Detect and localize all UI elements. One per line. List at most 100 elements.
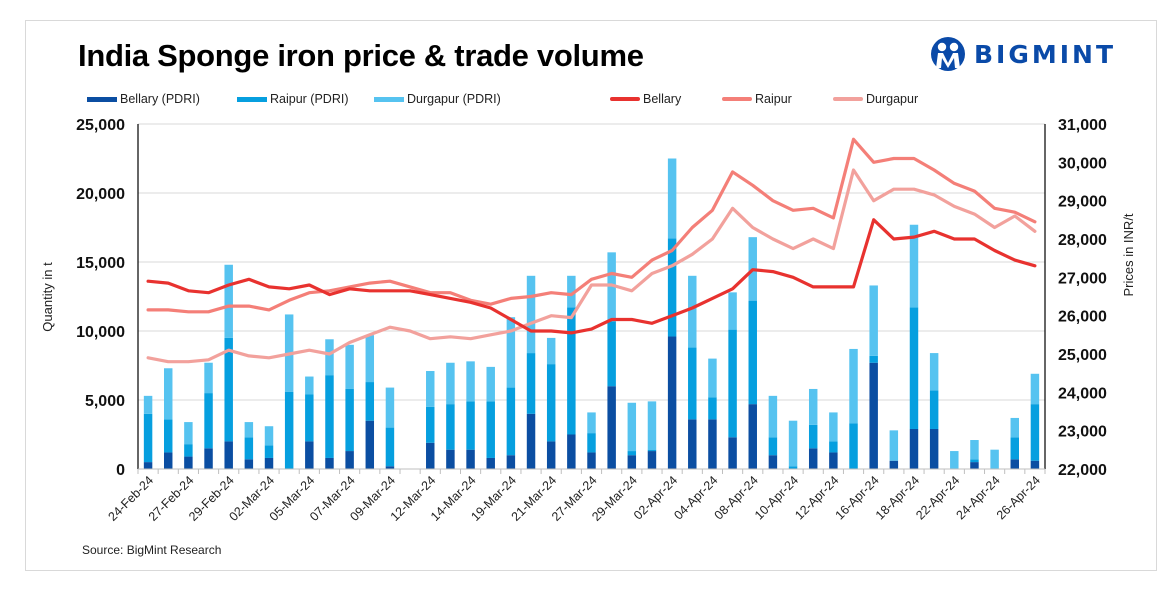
bar-durgapur-pdri: [808, 388, 818, 425]
chart-legend: Bellary (PDRI) Raipur (PDRI) Durgapur (P…: [0, 92, 1176, 108]
bar-bellary-pdri: [909, 428, 919, 469]
line-durgapur: [146, 168, 1037, 364]
legend-item-bellary-pdri: Bellary (PDRI): [87, 92, 200, 106]
y2-tick-label: 28,000: [1058, 232, 1107, 249]
bar-raipur-pdri: [909, 307, 919, 429]
bar-raipur-pdri: [466, 401, 475, 450]
bar-raipur-pdri: [788, 466, 798, 469]
legend-label: Bellary (PDRI): [120, 92, 200, 106]
bar-durgapur-pdri: [768, 395, 778, 438]
y-tick-label: 0: [116, 462, 125, 479]
legend-swatch: [722, 97, 752, 101]
bar-bellary-pdri: [748, 404, 757, 469]
bar-durgapur-pdri: [325, 339, 334, 376]
bar-durgapur-pdri: [667, 158, 677, 239]
chart-title: India Sponge iron price & trade volume: [78, 38, 644, 73]
bar-durgapur-pdri: [970, 440, 979, 460]
bar-raipur-pdri: [305, 394, 314, 442]
bar-durgapur-pdri: [184, 422, 193, 445]
y-tick-label: 15,000: [76, 255, 125, 272]
legend-item-durgapur: Durgapur: [833, 92, 918, 106]
bar-series: [143, 158, 1040, 469]
bar-raipur-pdri: [808, 424, 818, 449]
bar-raipur-pdri: [587, 433, 596, 453]
bar-durgapur-pdri: [466, 361, 475, 402]
legend-item-raipur: Raipur: [722, 92, 792, 106]
bar-bellary-pdri: [607, 386, 616, 469]
bar-bellary-pdri: [1010, 459, 1019, 469]
bar-raipur-pdri: [143, 413, 153, 463]
bar-durgapur-pdri: [365, 335, 375, 383]
bar-bellary-pdri: [446, 449, 455, 469]
y2-tick-label: 31,000: [1058, 117, 1107, 134]
legend-item-bellary: Bellary: [610, 92, 681, 106]
legend-swatch: [374, 96, 404, 102]
bar-bellary-pdri: [627, 455, 637, 469]
y-axis-label: Quantity in t: [40, 262, 55, 332]
bar-raipur-pdri: [546, 364, 556, 442]
legend-label: Raipur (PDRI): [270, 92, 349, 106]
bar-bellary-pdri: [486, 457, 495, 469]
bar-raipur-pdri: [426, 406, 435, 443]
legend-item-raipur-pdri: Raipur (PDRI): [237, 92, 349, 106]
bar-raipur-pdri: [365, 382, 375, 421]
bar-durgapur-pdri: [244, 422, 254, 438]
bar-bellary-pdri: [688, 419, 697, 469]
bar-bellary-pdri: [224, 441, 233, 469]
bar-bellary-pdri: [264, 457, 274, 469]
y-tick-label: 20,000: [76, 186, 125, 203]
bar-bellary-pdri: [768, 455, 778, 469]
y2-tick-label: 24,000: [1058, 385, 1107, 402]
bar-durgapur-pdri: [909, 224, 919, 308]
bar-durgapur-pdri: [647, 401, 657, 450]
bar-raipur-pdri: [1010, 437, 1019, 460]
y2-tick-label: 22,000: [1058, 462, 1107, 479]
bar-raipur-pdri: [869, 355, 878, 363]
bar-durgapur-pdri: [869, 285, 878, 356]
bar-bellary-pdri: [808, 448, 818, 469]
y2-tick-label: 23,000: [1058, 424, 1107, 441]
bar-durgapur-pdri: [224, 264, 233, 338]
bar-raipur-pdri: [688, 347, 697, 420]
bar-durgapur-pdri: [1030, 373, 1040, 405]
bar-durgapur-pdri: [506, 317, 516, 388]
bar-durgapur-pdri: [829, 412, 838, 442]
bar-durgapur-pdri: [1010, 417, 1019, 438]
bar-raipur-pdri: [325, 375, 334, 458]
bar-durgapur-pdri: [990, 449, 999, 469]
source-note: Source: BigMint Research: [82, 543, 222, 557]
bar-durgapur-pdri: [546, 337, 556, 365]
bar-raipur-pdri: [284, 391, 294, 469]
bar-bellary-pdri: [426, 442, 435, 469]
bar-durgapur-pdri: [264, 426, 274, 446]
bar-raipur-pdri: [607, 321, 616, 387]
bar-bellary-pdri: [506, 455, 516, 469]
bar-durgapur-pdri: [849, 348, 858, 424]
bar-bellary-pdri: [385, 466, 395, 469]
bar-raipur-pdri: [506, 387, 516, 456]
bar-raipur-pdri: [929, 390, 939, 429]
bar-raipur-pdri: [244, 437, 254, 460]
bar-bellary-pdri: [143, 462, 153, 469]
bar-bellary-pdri: [204, 448, 213, 469]
bar-durgapur-pdri: [164, 368, 173, 420]
bar-bellary-pdri: [889, 460, 899, 469]
bar-bellary-pdri: [567, 434, 576, 469]
y2-tick-label: 25,000: [1058, 347, 1107, 364]
bar-raipur-pdri: [970, 459, 979, 463]
bigmint-logo-icon: [931, 37, 965, 71]
bar-raipur-pdri: [647, 449, 657, 452]
bar-bellary-pdri: [365, 420, 375, 469]
bar-bellary-pdri: [345, 451, 354, 469]
bar-durgapur-pdri: [688, 275, 697, 348]
bar-raipur-pdri: [748, 300, 757, 405]
bar-bellary-pdri: [244, 459, 254, 469]
bar-durgapur-pdri: [345, 344, 354, 389]
bar-durgapur-pdri: [204, 362, 213, 394]
bar-bellary-pdri: [587, 452, 596, 469]
y2-tick-label: 27,000: [1058, 270, 1107, 287]
bar-durgapur-pdri: [305, 376, 314, 395]
bar-bellary-pdri: [667, 336, 677, 469]
line-series: [146, 137, 1037, 364]
